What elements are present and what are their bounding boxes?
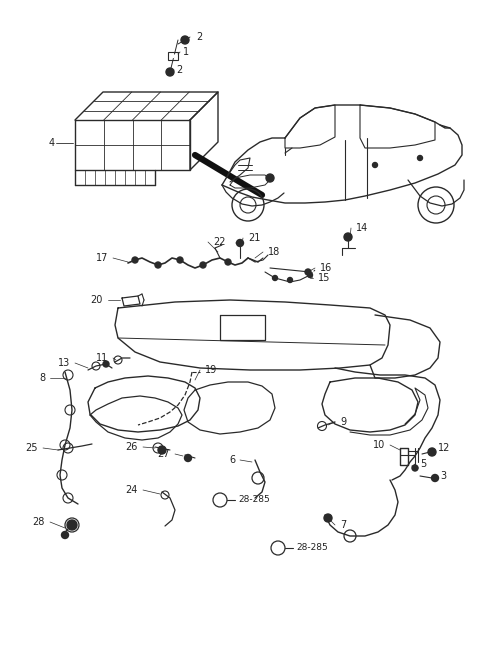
Circle shape xyxy=(324,514,332,522)
Circle shape xyxy=(273,276,277,281)
Text: 9: 9 xyxy=(340,417,346,427)
Text: 15: 15 xyxy=(318,273,330,283)
Text: 28-285: 28-285 xyxy=(238,495,270,504)
Text: 21: 21 xyxy=(248,233,260,243)
Text: 13: 13 xyxy=(58,358,70,368)
Text: 18: 18 xyxy=(268,247,280,257)
Text: 3: 3 xyxy=(440,471,446,481)
Circle shape xyxy=(412,465,418,471)
Text: 16: 16 xyxy=(320,263,332,273)
Text: 4: 4 xyxy=(49,138,55,148)
Circle shape xyxy=(237,239,243,247)
Circle shape xyxy=(344,233,352,241)
Text: 2: 2 xyxy=(196,32,202,42)
Circle shape xyxy=(308,272,312,277)
Text: 1: 1 xyxy=(183,47,189,57)
Text: 8: 8 xyxy=(39,373,45,383)
Circle shape xyxy=(132,257,138,263)
Circle shape xyxy=(225,259,231,265)
Circle shape xyxy=(103,361,109,367)
Circle shape xyxy=(184,455,192,462)
Text: 6: 6 xyxy=(229,455,235,465)
Text: 7: 7 xyxy=(340,520,346,530)
Text: 5: 5 xyxy=(420,459,426,469)
Text: 28-285: 28-285 xyxy=(296,544,328,552)
Text: 11: 11 xyxy=(96,353,108,363)
Circle shape xyxy=(305,269,311,275)
Text: 10: 10 xyxy=(373,440,385,450)
Circle shape xyxy=(177,257,183,263)
Text: 22: 22 xyxy=(213,237,226,247)
Circle shape xyxy=(171,54,175,58)
Circle shape xyxy=(428,448,436,456)
Circle shape xyxy=(266,174,274,182)
Circle shape xyxy=(166,68,174,76)
Text: 14: 14 xyxy=(356,223,368,233)
Text: 28: 28 xyxy=(33,517,45,527)
Circle shape xyxy=(158,446,166,454)
Text: 20: 20 xyxy=(91,295,103,305)
Circle shape xyxy=(61,531,69,539)
Circle shape xyxy=(372,163,377,167)
Text: 25: 25 xyxy=(25,443,38,453)
Circle shape xyxy=(432,474,439,482)
Circle shape xyxy=(67,520,77,530)
Text: 12: 12 xyxy=(438,443,450,453)
Text: 24: 24 xyxy=(126,485,138,495)
Text: 19: 19 xyxy=(205,365,217,375)
Text: 2: 2 xyxy=(176,65,182,75)
Text: 26: 26 xyxy=(126,442,138,452)
Text: 27: 27 xyxy=(157,449,170,459)
Circle shape xyxy=(418,155,422,161)
Circle shape xyxy=(181,36,189,44)
Text: 17: 17 xyxy=(96,253,108,263)
Circle shape xyxy=(200,262,206,268)
Circle shape xyxy=(155,262,161,268)
Circle shape xyxy=(288,277,292,283)
